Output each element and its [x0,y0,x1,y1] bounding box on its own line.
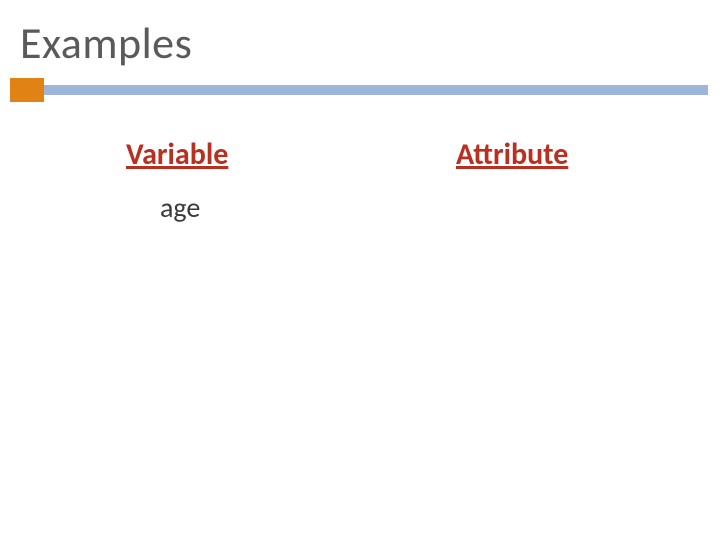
column-header-attribute: Attribute [456,136,568,173]
divider-bar [44,85,708,95]
column-header-variable: Variable [126,136,228,173]
page-title: Examples [20,16,192,70]
slide: Examples Variable Attribute age [0,0,720,540]
variable-item: age [160,190,200,225]
title-divider [0,78,720,102]
accent-block [10,78,44,102]
